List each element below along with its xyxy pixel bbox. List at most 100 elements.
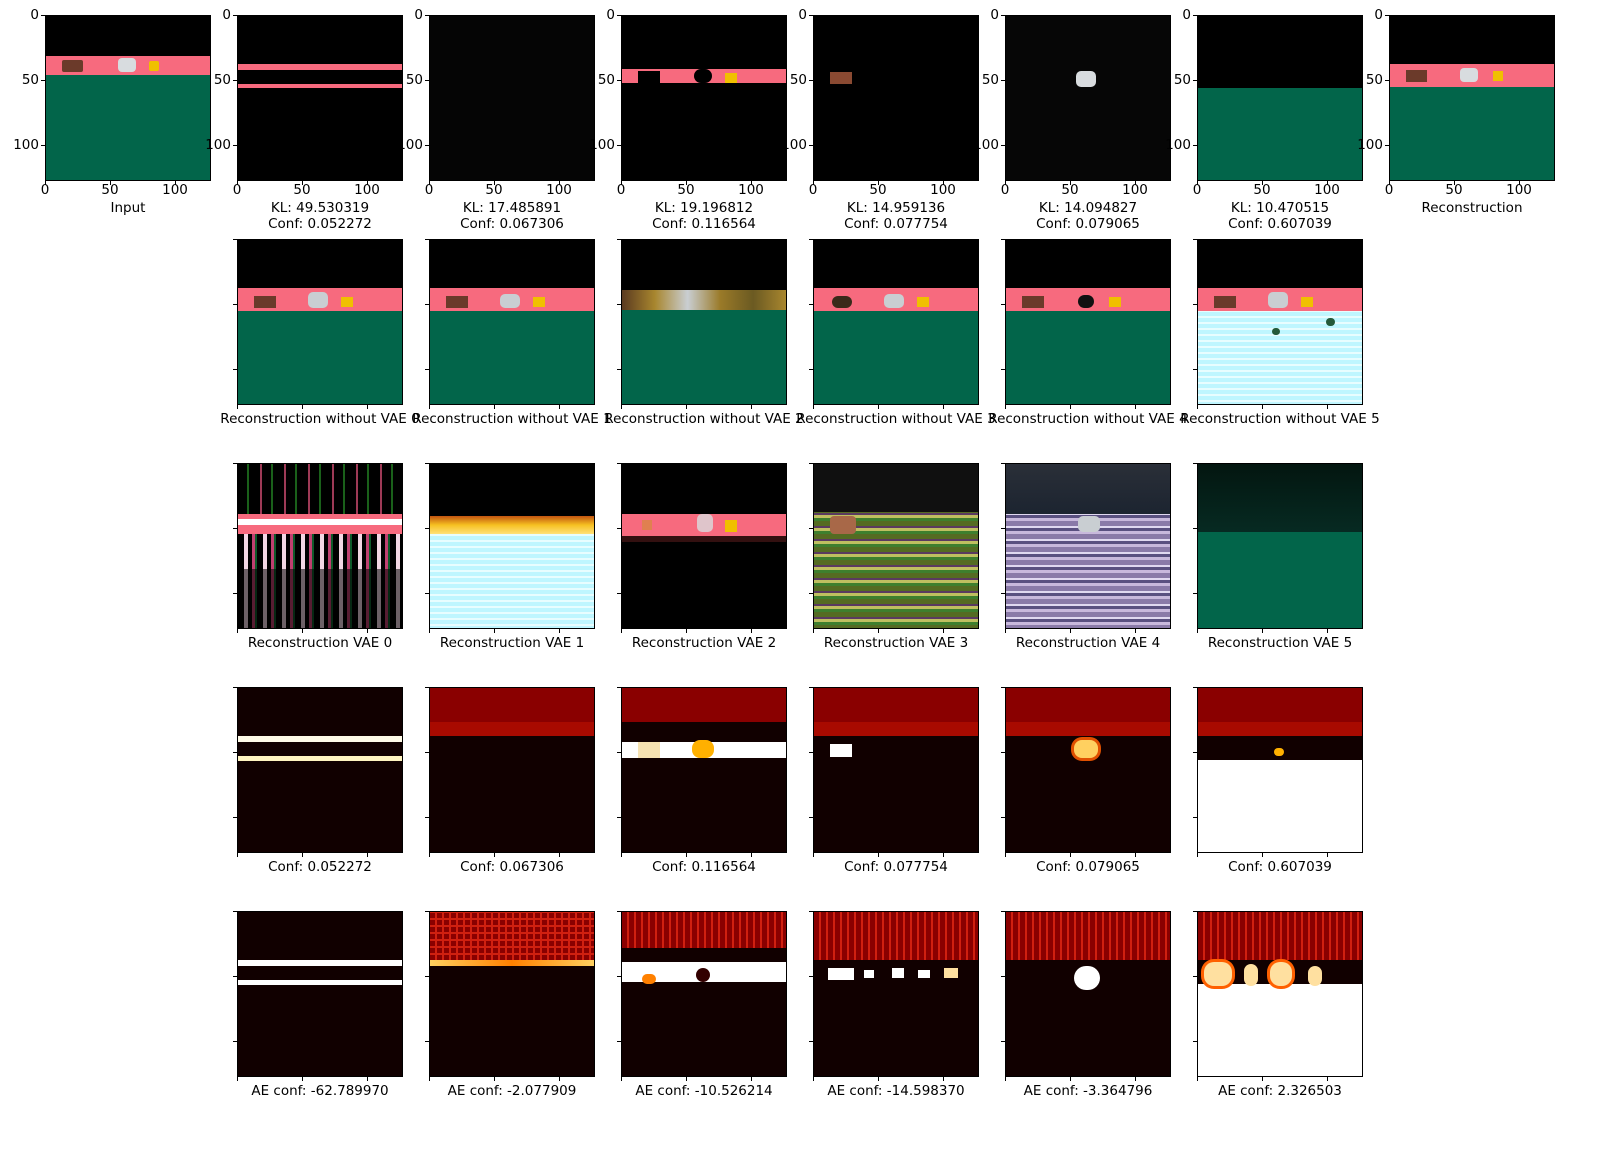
x-tick-label: 50 [101,182,119,198]
x-tick-label: 50 [677,182,695,198]
x-tick [1005,853,1006,857]
caption-conf-3: Conf: 0.077754 [844,859,948,875]
x-tick [559,853,560,857]
y-tick [617,80,621,81]
x-tick-label: 0 [1192,182,1202,198]
y-tick-label: 50 [1365,72,1383,88]
x-tick [302,853,303,857]
x-tick [367,1077,368,1081]
x-tick [1454,181,1455,185]
x-tick [878,629,879,633]
x-tick [878,1077,879,1081]
x-tick [429,629,430,633]
recon-without-vae-5 [1197,239,1363,405]
y-tick [1001,593,1005,594]
caption-recon-vae-2: Reconstruction VAE 2 [631,635,777,651]
x-tick [1327,181,1328,185]
x-tick [878,405,879,409]
caption-without-vae-0: Reconstruction without VAE 0 [220,411,420,427]
recon-without-vae-2 [621,239,787,405]
y-tick [1193,911,1197,912]
y-tick [425,369,429,370]
y-tick [809,817,813,818]
reconstruction-image [1389,15,1555,181]
y-tick [1193,687,1197,688]
y-tick [1193,976,1197,977]
y-tick [617,304,621,305]
y-tick [41,145,45,146]
x-tick [494,1077,495,1081]
y-tick [1001,304,1005,305]
x-tick [429,853,430,857]
y-tick [617,463,621,464]
x-tick-label: 100 [1314,182,1340,198]
x-tick [751,853,752,857]
y-tick [809,15,813,16]
x-tick-label: 100 [1506,182,1532,198]
caption-without-vae-1: Reconstruction without VAE 1 [412,411,612,427]
y-tick [1193,80,1197,81]
x-tick [1197,1077,1198,1081]
x-tick [813,405,814,409]
caption-ae-conf-5: AE conf: 2.326503 [1218,1083,1342,1099]
x-tick [367,853,368,857]
y-tick [425,593,429,594]
y-tick [617,687,621,688]
component-mask-1 [237,15,403,181]
y-tick [233,817,237,818]
y-tick [809,304,813,305]
x-tick [751,181,752,185]
x-tick [45,181,46,185]
y-tick [1193,15,1197,16]
x-tick [1135,405,1136,409]
x-tick [878,853,879,857]
x-tick [429,181,430,185]
y-tick-label: 0 [798,7,807,23]
y-tick [233,369,237,370]
x-tick [1005,181,1006,185]
caption-without-vae-3: Reconstruction without VAE 3 [796,411,996,427]
recon-vae-0 [237,463,403,629]
x-tick [943,1077,944,1081]
x-tick [1197,405,1198,409]
ae-conf-map-0 [237,911,403,1077]
y-tick [809,1041,813,1042]
x-tick [1262,1077,1263,1081]
y-tick-label: 0 [30,7,39,23]
y-tick [233,145,237,146]
y-tick [233,687,237,688]
y-tick-label: 100 [1357,137,1383,153]
x-tick [621,181,622,185]
y-tick [1193,145,1197,146]
x-tick [686,629,687,633]
y-tick [425,911,429,912]
y-tick [617,752,621,753]
y-tick [1001,463,1005,464]
y-tick [809,593,813,594]
y-tick [425,15,429,16]
y-tick [617,911,621,912]
y-tick-label: 50 [213,72,231,88]
x-tick [1197,629,1198,633]
y-tick [809,687,813,688]
x-tick-label: 0 [616,182,626,198]
y-tick-label: 100 [397,137,423,153]
x-tick [1197,853,1198,857]
y-tick [809,80,813,81]
conf-map-3 [813,687,979,853]
recon-without-vae-4 [1005,239,1171,405]
y-tick-label: 0 [222,7,231,23]
y-tick [233,752,237,753]
x-tick-label: 100 [1122,182,1148,198]
caption-recon-vae-5: Reconstruction VAE 5 [1207,635,1353,651]
caption-conf-4: Conf: 0.079065 [1036,859,1140,875]
x-tick-label: 0 [40,182,50,198]
x-tick [429,1077,430,1081]
caption-conf-2: Conf: 0.116564 [652,859,756,875]
caption-recon-vae-4: Reconstruction VAE 4 [1015,635,1161,651]
x-tick [1135,853,1136,857]
y-tick [1193,463,1197,464]
conf-map-2 [621,687,787,853]
conf-map-0 [237,687,403,853]
y-tick [425,687,429,688]
